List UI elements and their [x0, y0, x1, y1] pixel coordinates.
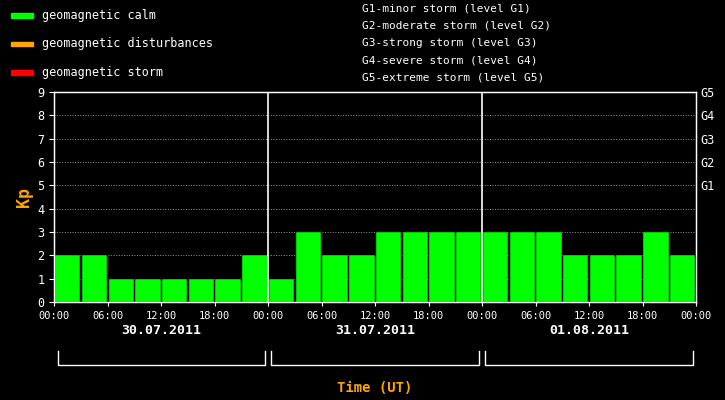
- Bar: [109, 279, 134, 302]
- Bar: [510, 232, 535, 302]
- Bar: [55, 255, 80, 302]
- Text: G3-strong storm (level G3): G3-strong storm (level G3): [362, 38, 538, 48]
- Bar: [402, 232, 428, 302]
- Bar: [215, 279, 241, 302]
- Bar: [136, 279, 161, 302]
- Bar: [82, 255, 107, 302]
- Text: Time (UT): Time (UT): [338, 381, 413, 395]
- Bar: [242, 255, 268, 302]
- Bar: [323, 255, 348, 302]
- Bar: [589, 255, 615, 302]
- Text: 31.07.2011: 31.07.2011: [335, 324, 415, 338]
- Text: G4-severe storm (level G4): G4-severe storm (level G4): [362, 55, 538, 65]
- Text: geomagnetic calm: geomagnetic calm: [41, 9, 155, 22]
- Text: G5-extreme storm (level G5): G5-extreme storm (level G5): [362, 72, 544, 82]
- Bar: [11, 42, 33, 46]
- Bar: [11, 14, 33, 18]
- Bar: [188, 279, 214, 302]
- Text: geomagnetic storm: geomagnetic storm: [41, 66, 162, 79]
- Bar: [616, 255, 642, 302]
- Bar: [456, 232, 481, 302]
- Text: G1-minor storm (level G1): G1-minor storm (level G1): [362, 4, 531, 14]
- Bar: [162, 279, 187, 302]
- Text: 30.07.2011: 30.07.2011: [121, 324, 202, 338]
- Text: 01.08.2011: 01.08.2011: [549, 324, 629, 338]
- Text: geomagnetic disturbances: geomagnetic disturbances: [41, 38, 212, 50]
- Y-axis label: Kp: Kp: [15, 187, 33, 207]
- Bar: [269, 279, 294, 302]
- Bar: [483, 232, 508, 302]
- Bar: [670, 255, 695, 302]
- Bar: [429, 232, 455, 302]
- Bar: [536, 232, 562, 302]
- Bar: [376, 232, 401, 302]
- Bar: [11, 70, 33, 74]
- Bar: [563, 255, 589, 302]
- Bar: [643, 232, 668, 302]
- Text: G2-moderate storm (level G2): G2-moderate storm (level G2): [362, 21, 552, 31]
- Bar: [349, 255, 375, 302]
- Bar: [296, 232, 321, 302]
